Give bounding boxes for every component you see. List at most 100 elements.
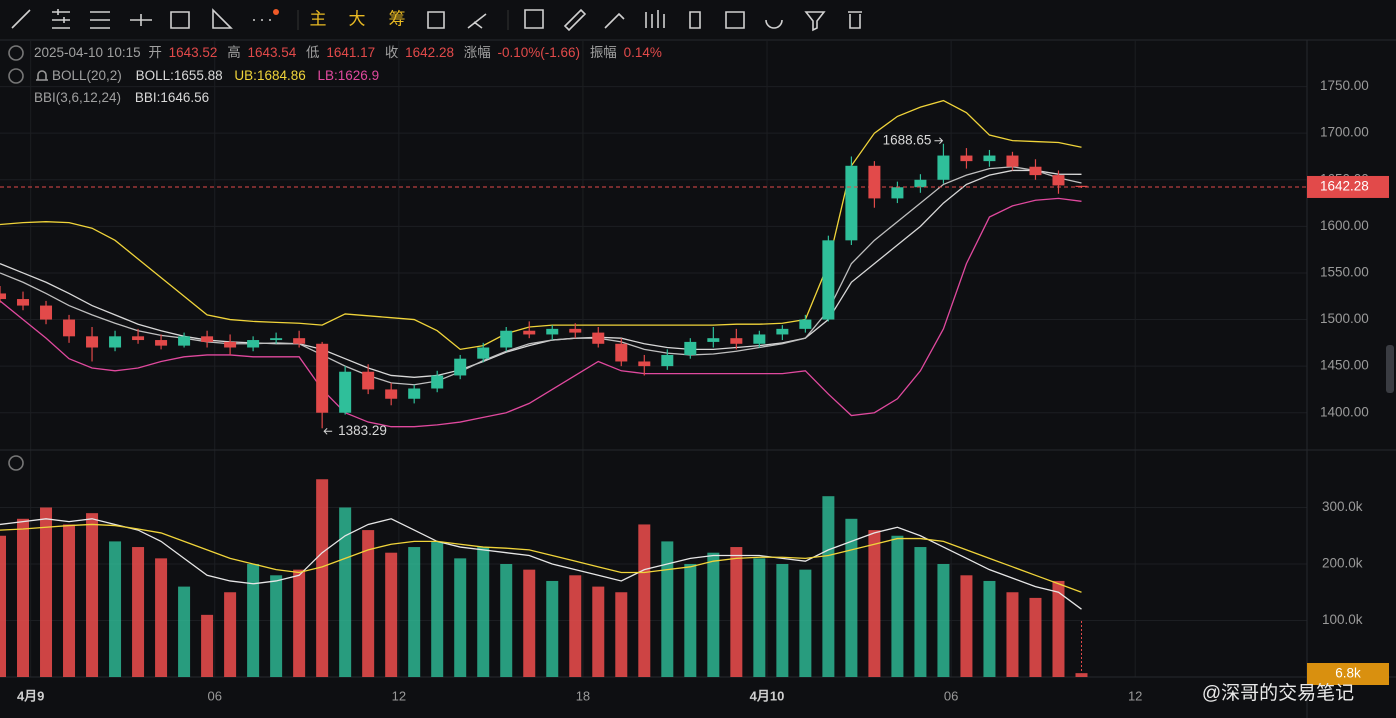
value: 1626.9 xyxy=(338,68,379,83)
volume-ma-line xyxy=(0,518,1082,610)
value: 1643.52 xyxy=(169,45,218,60)
volume-bar xyxy=(569,575,582,677)
candle-body xyxy=(1075,185,1088,187)
bbi-row: BBI(3,6,12,24) BBI:1646.56 xyxy=(34,90,209,105)
candle-body xyxy=(431,375,444,389)
value: 1646.56 xyxy=(160,90,209,105)
volume-bar xyxy=(270,575,283,677)
indicator-line xyxy=(0,169,1082,378)
value: 1642.28 xyxy=(405,45,454,60)
candle-body xyxy=(500,330,513,348)
y-tick-label: 1450.00 xyxy=(1320,358,1369,373)
candle-body xyxy=(661,354,674,367)
candle-body xyxy=(937,155,950,180)
value: 0.14% xyxy=(624,45,662,60)
indicator-name: BOLL(20,2) xyxy=(52,68,122,83)
y-tick-label: 1700.00 xyxy=(1320,125,1369,140)
x-tick-label: 06 xyxy=(944,688,958,703)
candle-body xyxy=(868,165,881,199)
volume-bar xyxy=(684,564,697,677)
volume-bar xyxy=(776,564,789,677)
candle-body xyxy=(385,389,398,399)
label: 高 xyxy=(227,44,241,60)
label: UB: xyxy=(234,68,257,83)
volume-bar xyxy=(454,558,467,677)
main-button[interactable]: 主 xyxy=(310,9,327,28)
candle-body xyxy=(776,328,789,335)
volume-bar xyxy=(1052,580,1065,677)
label: 振幅 xyxy=(590,45,617,60)
candle-body xyxy=(822,240,835,320)
y-tick-label: 1600.00 xyxy=(1320,218,1369,233)
candle-body xyxy=(799,319,812,329)
arrow xyxy=(323,427,333,435)
ohlc-row: 2025-04-10 10:15 开 1643.52 高 1643.54 低 1… xyxy=(34,44,662,60)
volume-bar xyxy=(1006,592,1019,677)
volume-bar xyxy=(17,518,30,677)
volume-bar xyxy=(799,569,812,677)
chip-button[interactable]: 筹 xyxy=(389,9,406,28)
candle-body xyxy=(753,334,766,344)
volume-bar xyxy=(40,507,53,677)
x-tick-label: 4月9 xyxy=(17,688,44,703)
volume-bar xyxy=(109,541,122,677)
toggle[interactable] xyxy=(8,68,24,84)
candle-body xyxy=(1029,166,1042,176)
candle-body xyxy=(1006,155,1019,167)
label: 涨幅 xyxy=(464,45,491,60)
candle-body xyxy=(523,330,536,335)
volume-bar xyxy=(523,569,536,677)
tool-icons[interactable] xyxy=(11,8,862,32)
price-tag-label: 1642.28 xyxy=(1320,179,1369,194)
scroll-handle[interactable] xyxy=(1386,345,1394,393)
volume-bar xyxy=(914,547,927,677)
candle-body xyxy=(316,343,329,413)
value: 1641.17 xyxy=(326,45,375,60)
x-tick-label: 12 xyxy=(1128,688,1142,703)
volume-tag-label: 6.8k xyxy=(1335,666,1361,681)
x-tick-label: 4月10 xyxy=(750,688,785,703)
volume-bar xyxy=(661,541,674,677)
toggle[interactable] xyxy=(8,45,24,61)
volume-bar xyxy=(63,524,76,677)
low-annotation: 1383.29 xyxy=(338,423,387,438)
volume-tag xyxy=(1307,663,1389,685)
high-annotation: 1688.65 xyxy=(883,132,932,147)
candle-body xyxy=(454,358,467,376)
candle-body xyxy=(891,187,904,199)
toggle[interactable] xyxy=(8,455,24,471)
candle-body xyxy=(339,371,352,413)
volume-ma-line xyxy=(0,523,1082,593)
arrow xyxy=(934,137,944,145)
candle-body xyxy=(546,328,559,335)
y2-tick-label: 200.0k xyxy=(1322,556,1363,571)
candle-body xyxy=(247,340,260,348)
big-button[interactable]: 大 xyxy=(349,9,366,28)
notice-dot xyxy=(273,9,279,15)
x-tick-label: 06 xyxy=(208,688,222,703)
candle-body xyxy=(592,332,605,344)
label: 低 xyxy=(306,45,320,60)
value: 1684.86 xyxy=(257,68,306,83)
volume-bar xyxy=(638,524,651,677)
volume-bar xyxy=(730,547,743,677)
candle-body xyxy=(707,338,720,342)
volume-bar xyxy=(983,580,996,677)
candle-body xyxy=(1052,175,1065,186)
volume-bar xyxy=(753,558,766,677)
candle-body xyxy=(983,155,996,162)
candle-body xyxy=(155,340,168,346)
candle-body xyxy=(638,361,651,367)
boll-row: BOLL(20,2) BOLL:1655.88 UB:1684.86 LB:16… xyxy=(52,68,379,83)
y-tick-label: 1400.00 xyxy=(1320,404,1369,419)
value: 1655.88 xyxy=(174,68,223,83)
volume-bar xyxy=(707,552,720,677)
watermark: @深哥的交易笔记 xyxy=(1202,682,1354,704)
candle-body xyxy=(132,336,145,341)
label: LB: xyxy=(318,68,338,83)
bell-icon[interactable] xyxy=(36,70,48,81)
candle-body xyxy=(0,293,6,300)
y-tick-label: 1500.00 xyxy=(1320,311,1369,326)
